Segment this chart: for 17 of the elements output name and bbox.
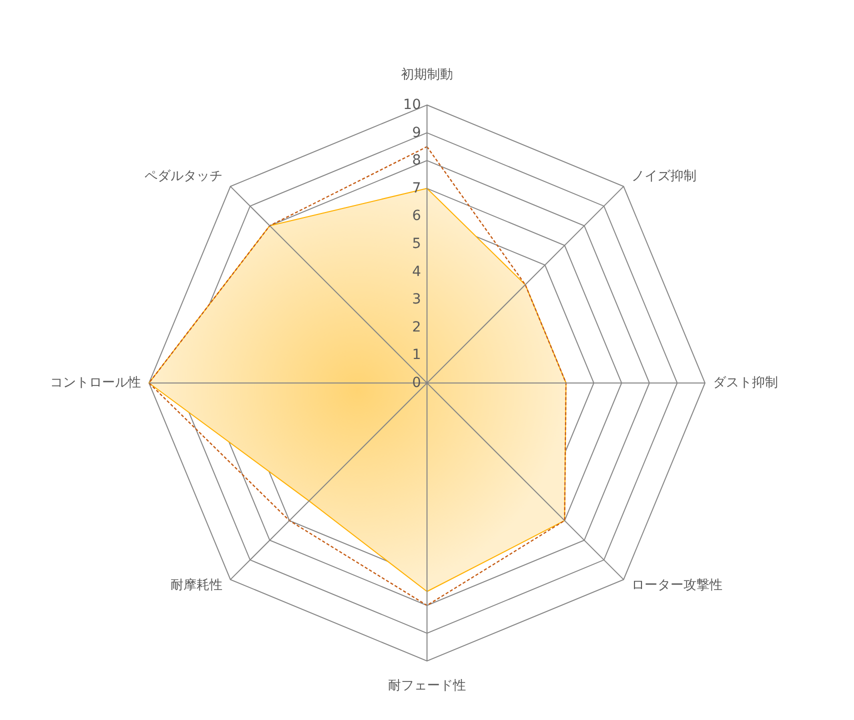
- y-tick-label: 9: [412, 124, 421, 141]
- spoke-label: 耐摩耗性: [170, 578, 222, 594]
- y-tick-label: 5: [412, 236, 421, 252]
- y-tick-label: 6: [412, 208, 422, 224]
- y-tick-label: 8: [412, 152, 421, 169]
- spoke-label: ノイズ抑制: [632, 168, 697, 184]
- spoke-label: ローター攻撃性: [632, 578, 723, 594]
- y-tick-label: 1: [412, 347, 421, 364]
- spoke-label: 耐フェード性: [388, 678, 466, 694]
- spoke-label: ペダルタッチ: [144, 168, 222, 184]
- spoke-label: 初期制動: [401, 68, 453, 82]
- spoke-label: ダスト抑制: [713, 376, 778, 390]
- y-tick-label: 10: [403, 97, 421, 113]
- spoke-label: コントロール性: [50, 376, 141, 390]
- y-tick-label: 2: [412, 319, 421, 336]
- y-tick-label: 4: [412, 264, 422, 280]
- y-tick-label: 3: [412, 292, 421, 308]
